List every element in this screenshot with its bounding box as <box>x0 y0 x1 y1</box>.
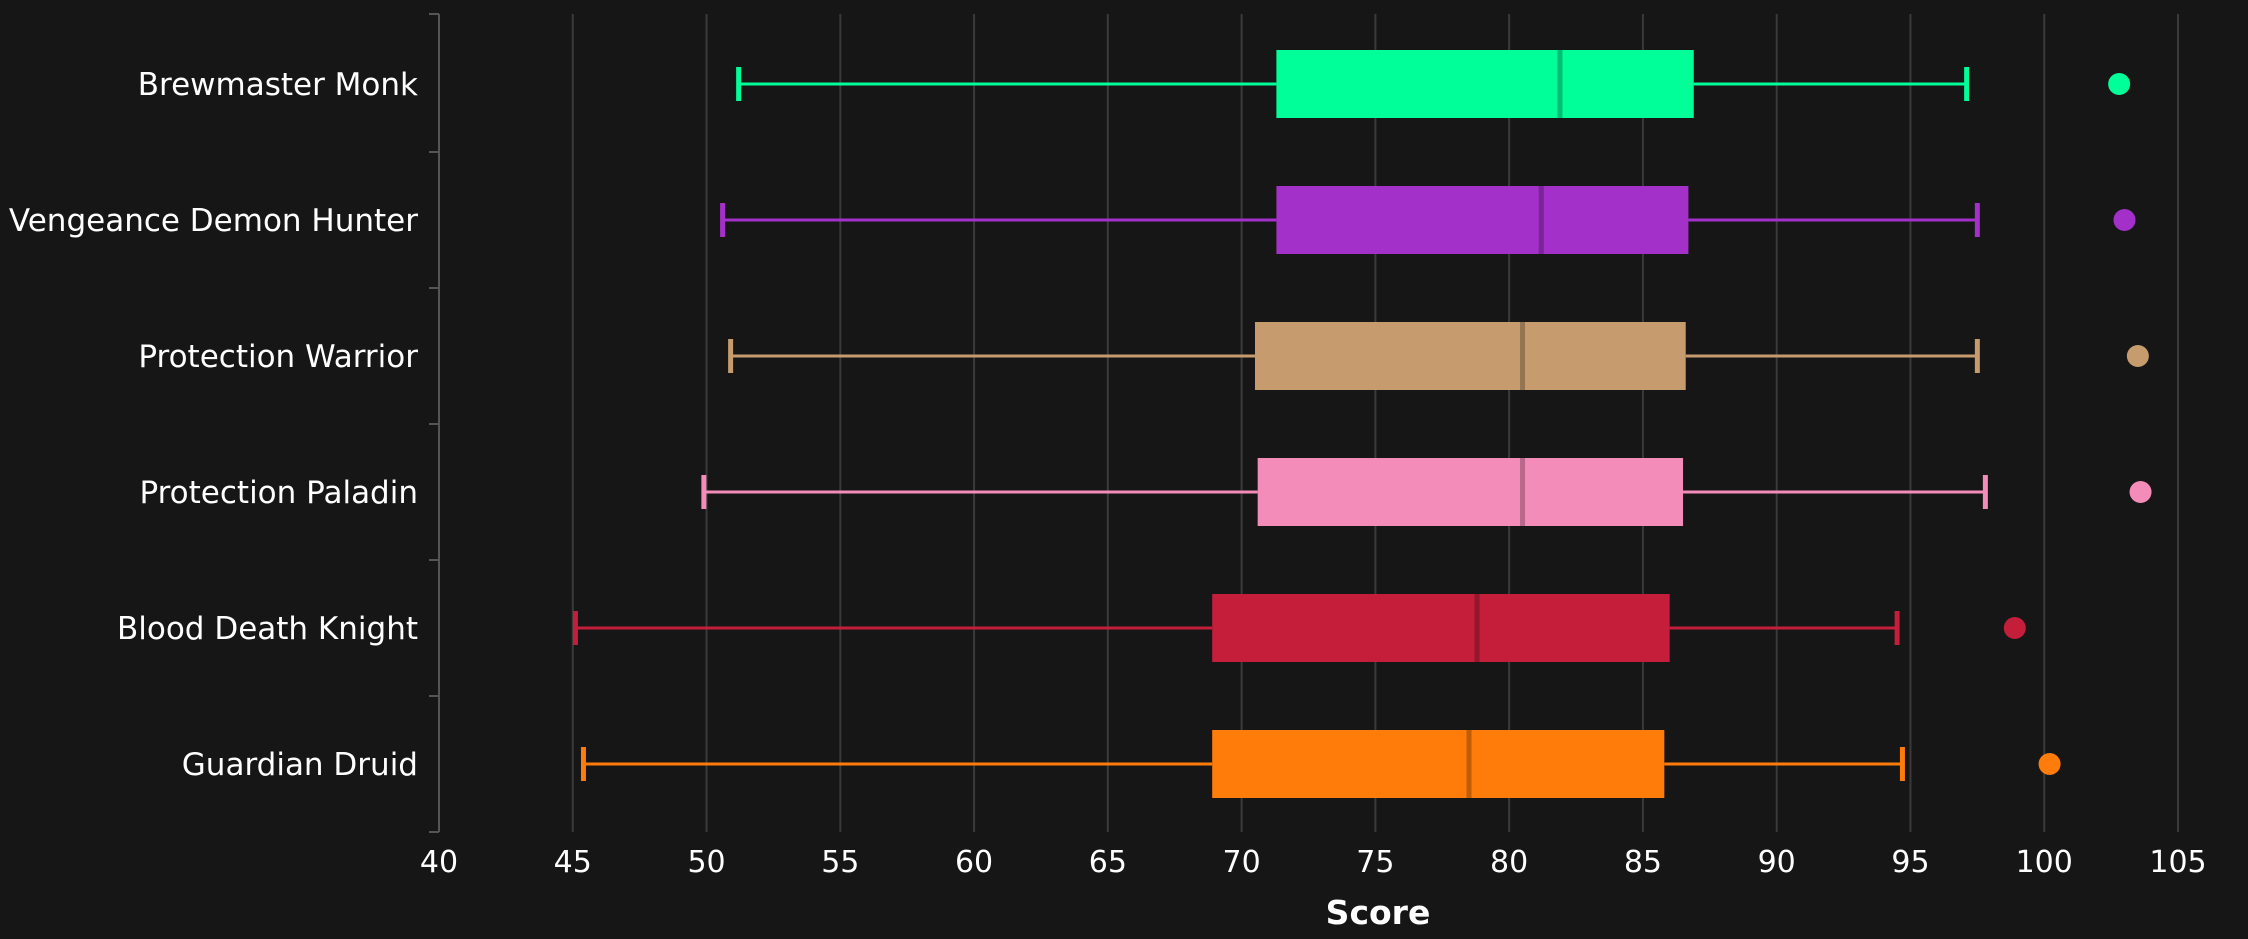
x-tick-label: 75 <box>1356 845 1394 880</box>
x-tick-label: 60 <box>955 845 993 880</box>
category-label: Vengeance Demon Hunter <box>9 203 418 239</box>
box-series: Vengeance Demon Hunter <box>9 186 2136 254</box>
x-axis-title: Score <box>1326 893 1431 932</box>
iqr-box <box>1212 730 1665 798</box>
category-label: Brewmaster Monk <box>138 67 418 103</box>
outlier-point <box>2113 209 2136 231</box>
boxes: Brewmaster Monk Vengeance Demon Hunter Pro… <box>9 50 2152 798</box>
iqr-box <box>1212 594 1670 662</box>
outlier-point <box>2129 481 2152 503</box>
category-label: Blood Death Knight <box>117 611 418 647</box>
box-series: Guardian Druid <box>182 730 2061 798</box>
axes: 40 45 50 55 60 65 70 75 80 85 90 95 100 105 <box>420 13 2207 880</box>
x-tick-label: 50 <box>687 845 725 880</box>
x-tick-label: 85 <box>1624 845 1662 880</box>
x-tick-label: 100 <box>2016 845 2073 880</box>
iqr-box <box>1276 186 1689 254</box>
category-label: Protection Paladin <box>139 475 418 511</box>
x-tick-label: 80 <box>1490 845 1528 880</box>
box-series: Protection Warrior <box>138 322 2149 390</box>
x-tick-label: 70 <box>1223 845 1261 880</box>
x-tick-label: 65 <box>1089 845 1127 880</box>
box-series: Brewmaster Monk <box>138 50 2131 118</box>
box-series: Blood Death Knight <box>117 594 2026 662</box>
x-tick-label: 45 <box>554 845 592 880</box>
outlier-point <box>2038 753 2061 775</box>
category-label: Protection Warrior <box>138 339 418 375</box>
outlier-point <box>2003 617 2026 639</box>
iqr-box <box>1276 50 1694 118</box>
outlier-point <box>2126 345 2149 367</box>
x-tick-label: 95 <box>1891 845 1929 880</box>
x-tick-label: 55 <box>821 845 859 880</box>
grid-lines <box>571 14 2179 832</box>
x-tick-label: 105 <box>2149 845 2206 880</box>
x-tick-label: 90 <box>1758 845 1796 880</box>
outlier-point <box>2108 73 2131 95</box>
x-tick-label: 40 <box>420 845 458 880</box>
iqr-box <box>1254 322 1686 390</box>
box-series: Protection Paladin <box>139 458 2152 526</box>
iqr-box <box>1257 458 1684 526</box>
category-label: Guardian Druid <box>182 747 418 783</box>
